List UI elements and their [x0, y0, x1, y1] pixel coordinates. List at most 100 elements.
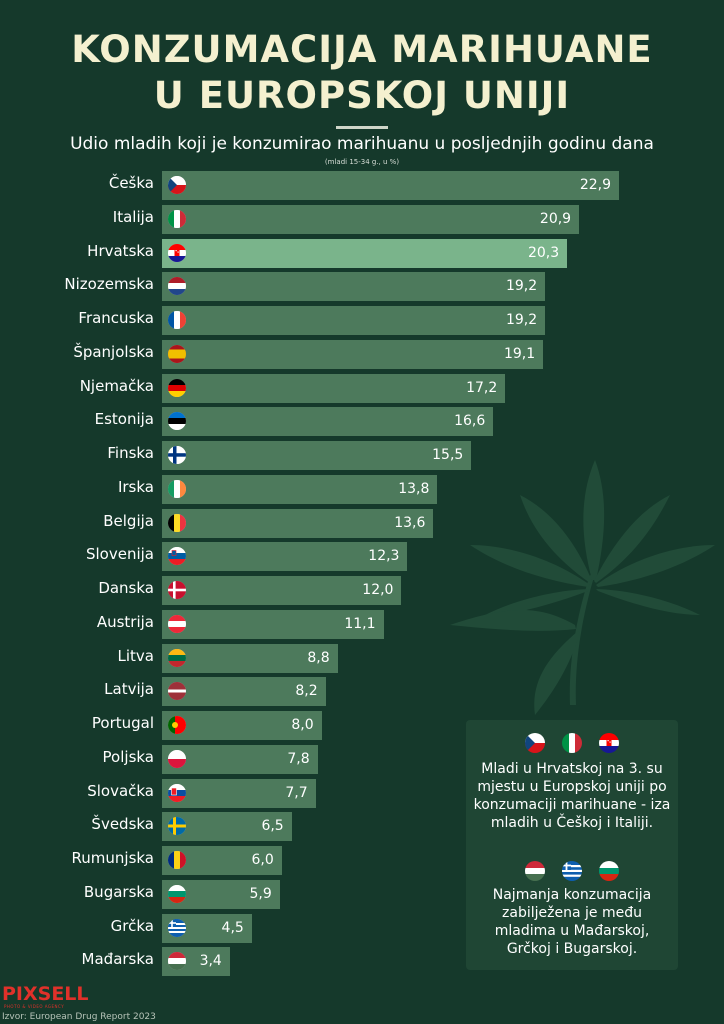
- info-top-flags: [466, 732, 678, 753]
- bar-category-label: Latvija: [104, 680, 154, 699]
- bar-value-label: 4,5: [221, 919, 244, 936]
- cannabis-leaf-icon: [450, 460, 715, 715]
- bar-category-label: Rumunjska: [71, 849, 154, 867]
- bar-value-label: 3,4: [199, 953, 222, 970]
- bar-row: Nizozemska 19,2: [0, 269, 724, 303]
- bar-category-label: Mađarska: [81, 950, 154, 969]
- bar-category-label: Češka: [108, 174, 154, 192]
- info-bottom-flags: [466, 860, 678, 881]
- bar-value-label: 16,6: [454, 413, 486, 430]
- bar-row: Slovačka 7,7: [0, 776, 724, 810]
- bar: 22,9: [162, 171, 619, 200]
- flag-ro-icon: [168, 851, 186, 869]
- bar-category-label: Francuska: [78, 309, 154, 327]
- bar: 11,1: [162, 609, 384, 639]
- bar: 19,2: [162, 272, 546, 302]
- bar-row: Rumunjska 6,0: [0, 843, 724, 877]
- flag-ie-icon: [168, 479, 186, 498]
- bar-row: Švedska 6,5: [0, 809, 724, 843]
- chart-subnote: (mladi 15-34 g., u %): [324, 158, 400, 166]
- bar-value-label: 8,0: [291, 717, 314, 733]
- flag-gr-icon: [562, 860, 582, 881]
- bar-value-label: 19,2: [505, 312, 538, 328]
- flag-bg-icon: [599, 860, 620, 881]
- logo-subtitle: PHOTO & VIDEO AGENCY: [4, 1004, 65, 1009]
- flag-es-icon: [168, 344, 186, 363]
- bar-chart: Češka 22,9 Italija 20,9 Hrvatska 20,3 Nizozems…: [0, 168, 724, 978]
- flag-fi-icon: [168, 446, 186, 464]
- flag-be-icon: [168, 513, 186, 532]
- bar-row: Poljska 7,8: [0, 742, 724, 776]
- bar-category-label: Slovenija: [85, 545, 154, 564]
- bar-row: Finska 15,5: [0, 438, 724, 472]
- flag-cz-icon: [168, 176, 186, 194]
- info-box: Mladi u Hrvatskoj na 3. su mjestu u Euro…: [466, 720, 678, 970]
- flag-bg-icon: [168, 884, 186, 903]
- title-divider: [336, 126, 388, 129]
- bar-category-label: Belgija: [103, 511, 154, 530]
- flag-si-icon: [168, 547, 186, 566]
- bar-row: Francuska 19,2: [0, 303, 724, 337]
- flag-de-icon: [168, 378, 186, 397]
- bar-value-label: 8,2: [295, 683, 318, 700]
- flag-dk-icon: [168, 581, 186, 599]
- bar: 16,6: [162, 407, 494, 437]
- bar: 4,5: [162, 913, 252, 943]
- bar-category-label: Danska: [98, 579, 154, 597]
- bar-category-label: Austrija: [96, 612, 154, 631]
- source-note: Izvor: European Drug Report 2023: [2, 1012, 156, 1022]
- flag-ee-icon: [168, 412, 186, 431]
- bar-row: Slovenija 12,3: [0, 539, 724, 573]
- pixsell-logo: PIXSELL: [2, 983, 89, 1005]
- title-line-2: U EUROPSKOJ UNIJI: [153, 74, 571, 117]
- flag-lv-icon: [168, 682, 186, 701]
- bar: 6,5: [162, 812, 292, 842]
- bar-row: Portugal 8,0: [0, 708, 724, 742]
- bar-row: Hrvatska 20,3: [0, 236, 724, 270]
- bar-category-label: Hrvatska: [87, 241, 154, 260]
- bar: 19,2: [162, 306, 546, 335]
- flag-at-icon: [168, 614, 186, 633]
- bar-value-label: 11,1: [344, 615, 376, 632]
- bar: 13,8: [162, 474, 438, 504]
- bar-value-label: 7,8: [287, 750, 310, 767]
- flag-sk-icon: [168, 783, 186, 802]
- bar-category-label: Švedska: [91, 815, 154, 834]
- bar-category-label: Grčka: [110, 916, 154, 935]
- bar-value-label: 12,3: [368, 548, 400, 565]
- flag-hu-icon: [168, 952, 186, 971]
- bar-row: Austrija 11,1: [0, 607, 724, 641]
- bar-value-label: 13,8: [398, 480, 430, 497]
- bar-row: Danska 12,0: [0, 573, 724, 607]
- chart-subtitle: Udio mladih koji je konzumirao marihuanu…: [70, 134, 654, 154]
- bar: 13,6: [162, 508, 434, 538]
- bar-row: Češka 22,9: [0, 168, 724, 202]
- bar-row: Bugarska 5,9: [0, 877, 724, 911]
- bar: 19,1: [162, 339, 544, 369]
- bar-value-label: 19,2: [505, 278, 538, 295]
- bar-category-label: Španjolska: [73, 342, 154, 361]
- bar-row: Litva 8,8: [0, 641, 724, 675]
- bar-category-label: Estonija: [94, 410, 154, 429]
- bar-value-label: 6,5: [261, 818, 284, 835]
- bar: 12,0: [162, 576, 402, 605]
- bar-category-label: Italija: [112, 207, 154, 226]
- bar-category-label: Portugal: [91, 714, 154, 732]
- bar-category-label: Njemačka: [79, 376, 154, 395]
- flag-hr-icon: [599, 732, 620, 753]
- bar-value-label: 7,7: [285, 784, 308, 801]
- bar-value-label: 6,0: [251, 852, 274, 868]
- bar-value-label: 22,9: [579, 177, 611, 193]
- flag-hu-icon: [524, 860, 545, 881]
- bar: 8,0: [162, 711, 322, 740]
- bar-category-label: Slovačka: [87, 781, 154, 800]
- title-line-1: KONZUMACIJA MARIHUANE: [71, 28, 653, 71]
- bar-row: Španjolska 19,1: [0, 337, 724, 371]
- bar-value-label: 20,3: [527, 244, 560, 261]
- bar: 20,3: [162, 238, 568, 268]
- info-bottom-text: Najmanja konzumacija zabilježena je među…: [492, 887, 652, 957]
- bar: 8,2: [162, 677, 326, 707]
- bar-row: Njemačka 17,2: [0, 371, 724, 405]
- flag-pt-icon: [168, 716, 186, 734]
- bar-category-label: Bugarska: [83, 882, 154, 901]
